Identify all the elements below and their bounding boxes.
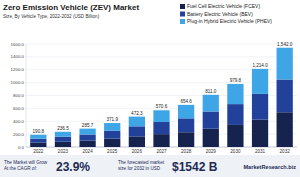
footer-text: At the CAGR of: — [4, 166, 37, 171]
title: Zero Emission Vehicle (ZEV) Market — [3, 3, 139, 12]
bar-segment — [79, 134, 95, 140]
bar-segment — [104, 139, 120, 147]
bar-segment — [55, 142, 71, 147]
bar-segment — [252, 120, 268, 147]
total-label: 654.6 — [180, 99, 192, 104]
bars — [30, 48, 293, 147]
bar-segment — [277, 79, 293, 112]
x-tick-label: 2029 — [206, 149, 217, 154]
footer-text: The forecasted market — [118, 160, 165, 165]
legend-label: Fuel Cell Electric Vehicle (FCEV) — [187, 3, 260, 9]
y-tick-label: 0.0 — [18, 145, 25, 150]
bar-segment — [129, 136, 145, 147]
y-axis-line — [26, 44, 27, 147]
y-tick-label: 1200.0 — [11, 67, 25, 72]
total-label: 1,542.0 — [277, 42, 293, 47]
total-label: 472.3 — [131, 111, 143, 116]
bar-segment — [30, 143, 46, 147]
background — [0, 0, 300, 177]
footer-text: size for 2032 in USD — [118, 166, 161, 171]
bar-segment — [178, 105, 194, 118]
x-tick-label: 2022 — [33, 149, 44, 154]
y-tick-label: 1600.0 — [11, 42, 25, 47]
bar-segment — [252, 94, 268, 120]
bar-segment — [203, 129, 219, 147]
legend-swatch — [180, 19, 185, 24]
bar-segment — [30, 135, 46, 139]
x-tick-label: 2023 — [58, 149, 69, 154]
footer-band — [0, 155, 300, 177]
cagr-value: 23.9% — [56, 160, 90, 174]
bar-segment — [79, 129, 95, 135]
bar-segment — [153, 110, 169, 122]
y-tick-label: 200.0 — [13, 132, 25, 137]
bar-segment — [129, 117, 145, 127]
x-tick-label: 2028 — [181, 149, 192, 154]
x-tick-label: 2027 — [156, 149, 167, 154]
chart-svg: Zero Emission Vehicle (ZEV) Market Size, … — [0, 0, 300, 177]
bar-segment — [277, 112, 293, 147]
y-tick-label: 400.0 — [13, 119, 25, 124]
legend-label: Battery Electric Vehicle (BEV) — [187, 11, 253, 17]
total-label: 236.5 — [57, 126, 69, 131]
bar-segment — [203, 95, 219, 112]
bar-segment — [227, 84, 243, 104]
total-label: 1,214.0 — [252, 63, 268, 68]
bar-segment — [79, 141, 95, 147]
bar-segment — [104, 123, 120, 131]
bar-segment — [129, 126, 145, 136]
total-label: 190.8 — [33, 129, 45, 134]
bar-segment — [252, 69, 268, 94]
total-label: 285.7 — [82, 123, 94, 128]
legend-swatch — [180, 4, 185, 9]
bar-segment — [153, 122, 169, 134]
footer-text: The Market will Grow — [4, 160, 48, 165]
total-label: 979.8 — [230, 78, 242, 83]
market-size-value: $1542 B — [172, 160, 218, 174]
y-tick-label: 800.0 — [13, 93, 25, 98]
x-tick-label: 2026 — [132, 149, 143, 154]
bar-segment — [55, 132, 71, 137]
brand: MarketResearch.biz — [243, 164, 296, 170]
bar-segment — [227, 125, 243, 147]
total-label: 371.9 — [106, 117, 118, 122]
y-tick-label: 600.0 — [13, 106, 25, 111]
x-tick-label: 2031 — [255, 149, 266, 154]
bar-segment — [227, 104, 243, 125]
grid-line — [26, 56, 297, 57]
bar-segment — [30, 139, 46, 143]
bar-segment — [55, 137, 71, 142]
grid-line — [26, 44, 297, 45]
total-label: 811.0 — [205, 89, 217, 94]
bar-segment — [178, 132, 194, 147]
x-tick-label: 2025 — [107, 149, 118, 154]
bar-segment — [153, 134, 169, 147]
y-tick-label: 1000.0 — [11, 80, 25, 85]
bar-segment — [203, 111, 219, 128]
bar-segment — [277, 48, 293, 80]
x-tick-label: 2032 — [280, 149, 291, 154]
chart-container: Zero Emission Vehicle (ZEV) Market Size, … — [0, 0, 300, 177]
bar-segment — [178, 118, 194, 132]
total-label: 570.6 — [156, 104, 168, 109]
legend-label: Plug-in Hybrid Electric Vehicle (PHEV) — [187, 18, 272, 24]
y-tick-label: 1400.0 — [11, 54, 25, 59]
grid — [26, 44, 297, 147]
subtitle: Size, By Vehicle Type, 2022-2032 (USD Bi… — [3, 14, 100, 19]
legend-swatch — [180, 12, 185, 17]
legend: Fuel Cell Electric Vehicle (FCEV) Battery… — [180, 3, 272, 24]
x-tick-label: 2024 — [82, 149, 93, 154]
x-tick-label: 2030 — [230, 149, 241, 154]
bar-segment — [104, 131, 120, 139]
